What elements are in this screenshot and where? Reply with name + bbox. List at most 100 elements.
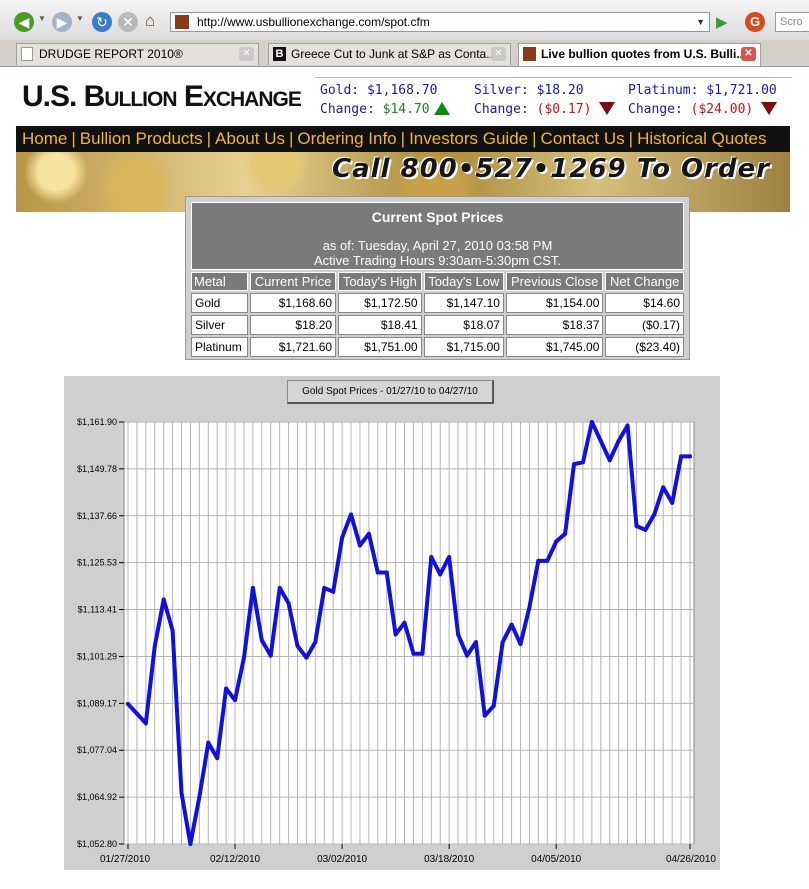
y-tick-label: $1,064.92 — [77, 792, 117, 802]
site-favicon-icon — [175, 15, 189, 29]
data-point — [438, 572, 443, 577]
data-point — [375, 570, 380, 575]
trading-hours: Active Trading Hours 9:30am-5:30pm CST. — [313, 253, 562, 268]
data-point — [500, 640, 505, 645]
silver-label: Silver: — [474, 83, 529, 98]
data-point — [143, 721, 148, 726]
platinum-label: Platinum: — [628, 83, 699, 98]
data-point — [527, 605, 532, 610]
tab-label: DRUDGE REPORT 2010® — [39, 47, 183, 61]
back-history-dropdown-icon[interactable]: ▼ — [38, 14, 46, 23]
table-row: Platinum $1,721.60 $1,751.00 $1,715.00 $… — [191, 337, 684, 357]
data-point — [580, 460, 585, 465]
data-point — [661, 485, 666, 490]
data-point — [161, 597, 166, 602]
data-point — [126, 701, 130, 706]
table-cell: $14.60 — [605, 293, 684, 313]
table-cell: Gold — [191, 293, 249, 313]
close-icon[interactable]: ✕ — [491, 47, 506, 61]
y-tick-label: $1,101.29 — [77, 651, 117, 661]
close-icon[interactable]: ✕ — [741, 47, 756, 61]
data-point — [670, 500, 675, 505]
forward-history-dropdown-icon[interactable]: ▼ — [76, 14, 84, 23]
data-point — [322, 585, 327, 590]
data-point — [233, 698, 238, 703]
site-logo[interactable]: U.S. Bullion Exchange — [22, 80, 302, 114]
platinum-change-label: Change: — [628, 102, 683, 117]
address-dropdown-icon[interactable]: ▼ — [696, 17, 705, 27]
silver-change: ($0.17) — [536, 102, 592, 117]
tab-bullion[interactable]: Live bullion quotes from U.S. Bulli... ✕ — [518, 43, 761, 66]
x-tick-label: 03/18/2010 — [424, 854, 474, 865]
close-icon[interactable]: ✕ — [239, 47, 254, 61]
platinum-price: $1,721.00 — [706, 83, 777, 98]
data-point — [250, 585, 255, 590]
data-point — [152, 643, 157, 648]
y-tick-label: $1,052.80 — [77, 839, 117, 849]
site-favicon-icon — [523, 47, 536, 61]
table-cell: $1,715.00 — [423, 337, 504, 357]
stop-icon[interactable]: ✕ — [118, 12, 138, 32]
nav-home[interactable]: Home — [22, 129, 68, 148]
data-point — [197, 794, 202, 799]
reload-icon[interactable]: ↻ — [92, 12, 112, 32]
data-point — [304, 655, 309, 660]
table-cell: $18.41 — [338, 315, 422, 335]
spot-prices-timestamp: as of: Tuesday, April 27, 2010 03:58 PM — [322, 238, 553, 253]
data-point — [411, 651, 416, 656]
spot-prices-panel: Current Spot Prices as of: Tuesday, Apri… — [185, 196, 690, 360]
data-point — [643, 527, 648, 532]
search-input[interactable]: Scro — [775, 12, 809, 32]
go-icon[interactable]: ▶ — [716, 14, 728, 31]
data-point — [554, 539, 559, 544]
data-point — [393, 632, 398, 637]
tab-label: Live bullion quotes from U.S. Bulli... — [541, 47, 747, 61]
table-cell: $1,745.00 — [505, 337, 604, 357]
main-nav: Home | Bullion Products | About Us | Ordering … — [16, 126, 790, 152]
silver-price: $18.20 — [536, 83, 584, 98]
spot-prices-table: Metal Current Price Today's High Today's… — [189, 270, 686, 359]
data-point — [286, 601, 291, 606]
tab-drudge[interactable]: DRUDGE REPORT 2010® ✕ — [16, 43, 259, 65]
address-bar[interactable]: http://www.usbullionexchange.com/spot.cf… — [170, 12, 710, 32]
table-cell: $1,168.60 — [250, 293, 337, 313]
nav-historical-quotes[interactable]: Historical Quotes — [637, 129, 767, 148]
chart-canvas: $1,161.90 $1,149.78 $1,137.66 $1,125.53 $1,1… — [77, 417, 716, 865]
gold-price-series-line — [126, 420, 692, 846]
gold-price-chart: $1,161.90 $1,149.78 $1,137.66 $1,125.53 $1,1… — [64, 376, 720, 870]
nav-ordering-info[interactable]: Ordering Info — [297, 129, 397, 148]
table-cell: $1,751.00 — [338, 337, 422, 357]
data-point — [589, 420, 594, 424]
platinum-ticker: Platinum: $1,721.00 Change: ($24.00) — [628, 81, 778, 119]
data-point — [598, 438, 603, 443]
platinum-change: ($24.00) — [690, 102, 754, 117]
home-icon[interactable]: ⌂ — [145, 11, 156, 30]
google-search-icon[interactable]: G — [745, 12, 765, 32]
back-icon[interactable]: ◀ — [14, 12, 34, 32]
nav-investors-guide[interactable]: Investors Guide — [409, 129, 529, 148]
data-point — [268, 653, 273, 658]
nav-bullion-products[interactable]: Bullion Products — [79, 129, 203, 148]
data-point — [652, 512, 657, 517]
table-cell: $18.07 — [423, 315, 504, 335]
data-point — [572, 462, 577, 467]
data-point — [491, 703, 496, 708]
data-point — [429, 554, 434, 559]
forward-icon[interactable]: ▶ — [52, 12, 72, 32]
table-cell: ($0.17) — [605, 315, 684, 335]
data-point — [277, 585, 282, 590]
data-point — [607, 458, 612, 463]
data-point — [473, 640, 478, 645]
y-tick-label: $1,161.90 — [77, 417, 117, 427]
chart-title: Gold Spot Prices - 01/27/10 to 04/27/10 — [287, 380, 494, 404]
data-point — [357, 543, 362, 548]
tab-greece[interactable]: B Greece Cut to Junk at S&P as Conta... … — [268, 43, 511, 65]
data-point — [679, 454, 684, 459]
table-cell: $18.20 — [250, 315, 337, 335]
spot-prices-header: Current Spot Prices as of: Tuesday, Apri… — [191, 202, 684, 270]
nav-about-us[interactable]: About Us — [215, 129, 285, 148]
browser-toolbar: ◀ ▼ ▶ ▼ ↻ ✕ ⌂ http://www.usbullionexchan… — [0, 0, 809, 41]
y-tick-label: $1,149.78 — [77, 464, 117, 474]
nav-contact-us[interactable]: Contact Us — [540, 129, 625, 148]
gold-label: Gold: — [320, 83, 360, 98]
